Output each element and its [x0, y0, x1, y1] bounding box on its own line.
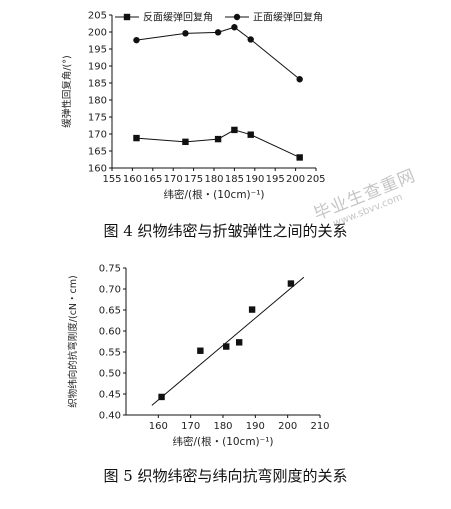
- x-tick-label: 200: [286, 174, 305, 185]
- data-point: [197, 347, 204, 354]
- x-tick-label: 210: [310, 421, 329, 432]
- data-point: [296, 154, 303, 161]
- x-tick-label: 185: [225, 174, 244, 185]
- x-axis-label: 纬密/(根・(10cm)⁻¹): [172, 435, 273, 448]
- x-tick-label: 190: [246, 421, 265, 432]
- data-point: [133, 36, 140, 44]
- y-tick-label: 160: [88, 164, 107, 175]
- y-tick-label: 0.60: [99, 327, 121, 338]
- data-point: [223, 343, 230, 350]
- x-axis-label: 纬密/(根・(10cm)⁻¹): [163, 188, 264, 201]
- data-point: [296, 76, 303, 83]
- data-point: [182, 30, 189, 37]
- x-tick-label: 180: [213, 421, 232, 432]
- y-tick-label: 165: [88, 147, 107, 158]
- y-tick-label: 175: [88, 113, 107, 124]
- legend-label-1: 反面缓弹回复角: [143, 11, 213, 24]
- x-tick-label: 200: [278, 421, 297, 432]
- chart-4: 155 160 165 170 175 180 185 190 195 200 2051601651…: [61, 11, 326, 202]
- y-axis-label: 缓弹性回复角/(°): [61, 55, 73, 127]
- data-point: [214, 29, 222, 36]
- series-line-1: [136, 129, 300, 158]
- y-tick-label: 180: [88, 96, 107, 107]
- x-tick-label: 170: [181, 421, 200, 432]
- legend-marker-1: [123, 13, 131, 21]
- x-tick-label: 170: [164, 174, 183, 185]
- legend-label-2: 正面缓弹回复角: [253, 11, 323, 24]
- x-tick-label: 155: [102, 174, 121, 185]
- data-point: [235, 339, 243, 346]
- data-point: [231, 126, 238, 134]
- y-tick-label: 205: [88, 11, 107, 22]
- y-tick-label: 195: [88, 45, 107, 56]
- figure-4-caption: 图 4 织物纬密与折皱弹性之间的关系: [103, 222, 348, 240]
- x-tick-label: 205: [306, 174, 325, 185]
- figure-4: 155 160 165 170 175 180 185 190 195 200 205 160 165 1…: [0, 0, 451, 248]
- x-tick-label: 180: [204, 174, 223, 185]
- data-point: [247, 36, 254, 43]
- data-point: [133, 134, 140, 142]
- data-point: [287, 280, 295, 287]
- x-tick-label: 160: [149, 421, 168, 432]
- y-tick-label: 0.50: [99, 369, 121, 380]
- figure-5: 160 170 180 190 200 210 0.40 0.45 0.50 0.55 0.60 0.…: [0, 255, 451, 509]
- y-tick-label: 0.55: [99, 348, 121, 359]
- data-point: [214, 135, 222, 143]
- y-axis-label: 织物纬向的抗弯刚度/(cN・cm): [67, 275, 79, 407]
- x-tick-label: 165: [143, 174, 162, 185]
- trend-line: [151, 276, 305, 406]
- x-tick-label: 195: [266, 174, 285, 185]
- data-point: [248, 306, 256, 313]
- x-tick-label: 175: [184, 174, 203, 185]
- x-tick-label: 190: [245, 174, 264, 185]
- chart-5: 160 170 180 190 200 210 0.40 0.45 0.50 0.55 0.60 0.…: [67, 264, 330, 449]
- y-tick-label: 0.70: [99, 285, 121, 296]
- y-tick-label: 0.75: [99, 264, 121, 275]
- legend-marker-2: [233, 13, 241, 21]
- series-line-2: [136, 26, 300, 80]
- y-tick-label: 170: [88, 130, 107, 141]
- y-tick-label: 190: [88, 62, 107, 73]
- data-point: [182, 138, 189, 146]
- data-point: [247, 131, 254, 138]
- y-tick-label: 200: [88, 28, 107, 39]
- y-tick-label: 0.65: [99, 306, 121, 317]
- data-point: [158, 393, 165, 401]
- data-point: [231, 24, 238, 31]
- x-tick-label: 160: [123, 174, 142, 185]
- figure-5-caption: 图 5 织物纬密与纬向抗弯刚度的关系: [103, 467, 348, 485]
- y-tick-label: 0.45: [99, 390, 121, 401]
- y-tick-label: 0.40: [99, 411, 121, 422]
- y-tick-label: 185: [88, 79, 107, 90]
